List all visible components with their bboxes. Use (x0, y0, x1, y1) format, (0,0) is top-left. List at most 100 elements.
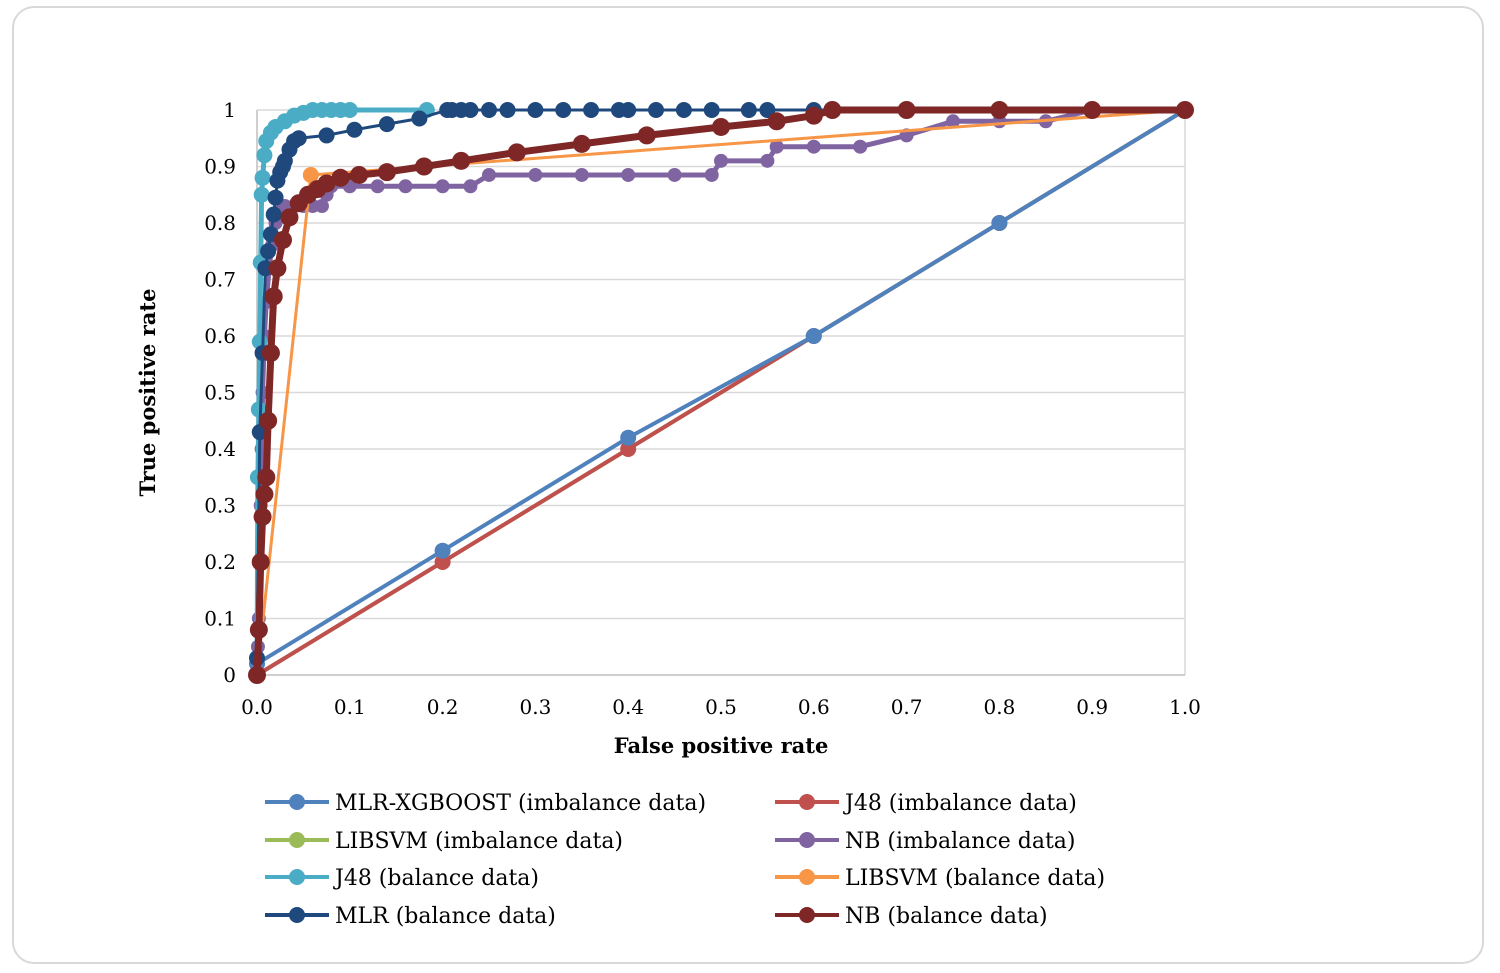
data-point (398, 179, 413, 194)
data-point (249, 620, 268, 639)
legend-item: NB (imbalance data) (775, 829, 1075, 854)
legend-swatch-marker (799, 869, 815, 885)
data-point (574, 167, 589, 182)
x-tick-label: 0.8 (983, 695, 1015, 719)
data-point (250, 401, 267, 418)
x-tick-label: 0.6 (798, 695, 830, 719)
y-tick-label: 0.4 (204, 437, 236, 461)
data-point (853, 139, 868, 154)
data-point (255, 485, 274, 504)
legend-item: J48 (balance data) (265, 866, 539, 891)
x-tick-label: 0.5 (705, 695, 737, 719)
legend-item: NB (balance data) (775, 904, 1048, 929)
data-point (712, 117, 730, 136)
data-point (667, 167, 682, 182)
legend-item: MLR-XGBOOST (imbalance data) (265, 791, 706, 816)
data-point (1083, 101, 1102, 119)
legend-label: J48 (balance data) (333, 866, 539, 891)
legend-swatch-marker (289, 869, 305, 885)
data-point (317, 174, 336, 193)
y-tick-labels: 0 0.1 0.2 0.3 0.4 0.5 0.6 0.7 0.8 0.9 1 (204, 98, 236, 687)
data-point (341, 102, 358, 118)
y-tick-label: 0.8 (204, 211, 236, 235)
x-tick-label: 0.3 (519, 695, 551, 719)
x-tick-label: 0.9 (1076, 695, 1108, 719)
legend-swatch-marker (799, 794, 815, 810)
series-line (255, 108, 1185, 659)
data-point (805, 328, 822, 344)
data-point (714, 153, 728, 168)
legend-item: J48 (imbalance data) (775, 791, 1077, 816)
data-point (637, 126, 656, 145)
data-point (760, 153, 775, 168)
legend-swatch-marker (289, 794, 305, 810)
x-tick-labels: 0.0 0.1 0.2 0.3 0.4 0.5 0.6 0.7 0.8 0.9 1.0 (241, 695, 1201, 719)
data-point (331, 168, 350, 187)
data-point (377, 163, 396, 182)
data-point (527, 102, 544, 118)
y-tick-label: 0.9 (204, 155, 236, 179)
legend-item: MLR (balance data) (265, 904, 556, 929)
data-point (254, 169, 271, 186)
data-point (804, 106, 823, 125)
data-point (703, 102, 720, 118)
y-tick-label: 0.6 (204, 324, 236, 348)
x-tick-label: 0.7 (891, 695, 923, 719)
data-point (462, 102, 479, 118)
y-tick-label: 0.3 (204, 494, 236, 518)
data-point (302, 166, 319, 183)
y-axis-title: True positive rate (135, 289, 160, 497)
data-point (370, 179, 385, 194)
data-point (572, 134, 591, 153)
data-point (806, 139, 821, 154)
legend: MLR-XGBOOST (imbalance data) J48 (imbalan… (265, 791, 1105, 929)
y-tick-label: 0.7 (204, 268, 236, 292)
data-point (499, 102, 516, 118)
y-tick-label: 1 (223, 98, 236, 122)
data-point (990, 101, 1009, 119)
data-point (704, 167, 719, 182)
x-tick-label: 1.0 (1169, 695, 1201, 719)
y-tick-label: 0 (223, 663, 236, 687)
data-point (675, 102, 692, 118)
data-point (411, 110, 428, 127)
data-point (259, 411, 278, 430)
data-point (415, 157, 434, 176)
data-point (257, 260, 274, 277)
data-point (648, 102, 665, 118)
legend-item: LIBSVM (imbalance data) (265, 829, 623, 854)
data-point (280, 208, 299, 227)
data-point (621, 167, 636, 182)
data-point (507, 143, 526, 162)
data-point (463, 179, 478, 194)
legend-label: J48 (imbalance data) (843, 791, 1077, 816)
data-point (528, 167, 543, 182)
data-point (261, 343, 280, 362)
data-point (823, 101, 842, 119)
data-point (620, 429, 637, 446)
data-point (314, 199, 329, 214)
data-point (740, 102, 757, 118)
data-point (267, 189, 284, 206)
data-point (251, 553, 270, 571)
data-point (1176, 101, 1194, 119)
data-point (991, 215, 1008, 231)
data-point (769, 139, 784, 154)
x-tick-label: 0.2 (427, 695, 459, 719)
data-point (759, 102, 776, 118)
data-point (260, 243, 277, 260)
data-point (767, 112, 786, 131)
series-line (255, 108, 1187, 666)
x-axis-title: False positive rate (614, 733, 829, 758)
data-point (256, 147, 273, 164)
data-point (273, 230, 292, 249)
data-point (620, 441, 637, 457)
data-point (620, 102, 637, 118)
data-point (897, 101, 916, 119)
data-point (346, 121, 363, 138)
data-point (482, 167, 496, 182)
legend-swatch-marker (289, 832, 305, 848)
data-point (264, 287, 283, 306)
legend-label: NB (balance data) (845, 904, 1048, 929)
